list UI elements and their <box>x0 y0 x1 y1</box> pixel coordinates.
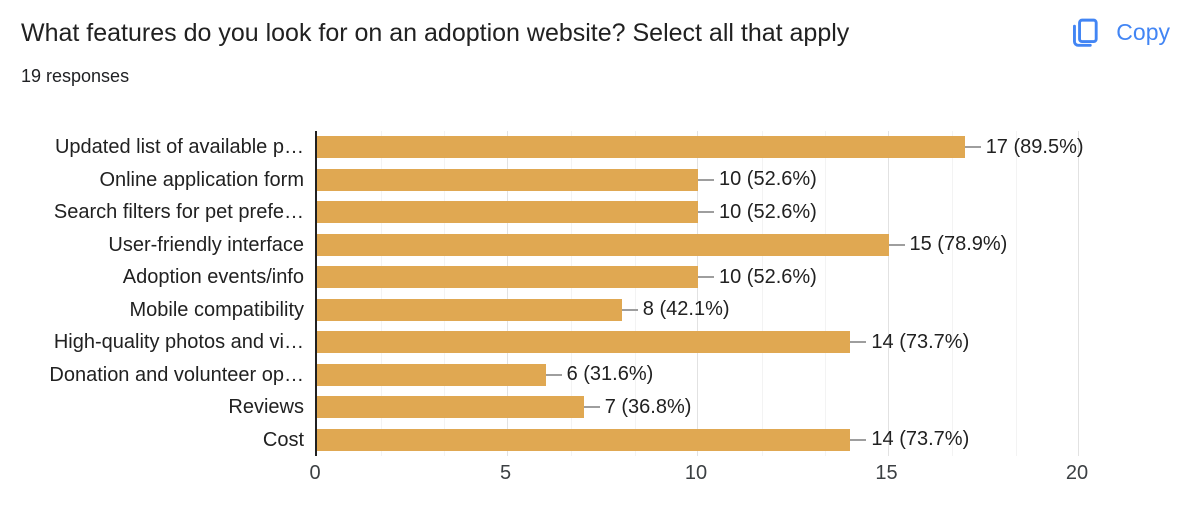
value-connector-line <box>698 178 714 181</box>
bar <box>317 136 965 159</box>
bar <box>317 331 851 354</box>
value-connector-line <box>698 276 714 279</box>
value-connector-line <box>850 438 867 441</box>
x-tick-label: 15 <box>875 462 898 484</box>
major-gridline <box>887 131 889 456</box>
minor-gridline <box>761 131 763 456</box>
bar <box>317 233 889 256</box>
value-connector-line <box>583 406 600 409</box>
major-gridline <box>506 131 508 456</box>
x-tick-label: 10 <box>684 462 708 484</box>
value-label: 17 (89.5%) <box>964 135 1084 159</box>
major-gridline <box>697 131 698 456</box>
response-count: 19 responses <box>21 66 130 86</box>
value-label-text: 6 (31.6%) <box>566 363 654 386</box>
value-label-text: 10 (52.6%) <box>719 200 817 223</box>
category-label: High-quality photos and vi… <box>53 331 304 354</box>
bar <box>317 396 584 419</box>
plot-area: 17 (89.5%) 10 (52.6%) 10 (52.6%) 15 (78.9%)… <box>315 131 1084 456</box>
minor-gridline <box>380 131 382 456</box>
bar <box>317 201 698 224</box>
value-label-text: 8 (42.1%) <box>642 298 730 321</box>
category-label: Mobile compatibility <box>129 298 304 321</box>
bar <box>317 266 698 289</box>
category-label: Search filters for pet prefe… <box>53 201 304 224</box>
value-label-text: 17 (89.5%) <box>985 135 1084 158</box>
x-axis-labels: 0 5 10 15 20 <box>309 462 1088 488</box>
bar <box>317 428 851 451</box>
value-label-text: 10 (52.6%) <box>719 168 817 191</box>
value-label: 10 (52.6%) <box>698 200 817 224</box>
value-connector-line <box>545 373 562 376</box>
value-label-text: 14 (73.7%) <box>871 428 970 451</box>
category-label: Reviews <box>228 396 304 419</box>
copy-icon <box>1073 18 1098 47</box>
y-axis-labels: Updated list of available p… Online appli… <box>0 131 308 456</box>
value-label: 10 (52.6%) <box>698 265 817 289</box>
copy-button[interactable]: Copy <box>1064 12 1174 53</box>
value-label-text: 14 (73.7%) <box>871 330 970 353</box>
value-label-text: 10 (52.6%) <box>719 265 817 288</box>
value-connector-line <box>621 308 638 311</box>
category-label: Updated list of available p… <box>54 136 304 159</box>
value-connector-line <box>698 211 714 214</box>
category-label: Online application form <box>99 168 304 191</box>
category-label: Adoption events/info <box>122 266 304 289</box>
x-tick-label: 0 <box>309 462 321 484</box>
value-label: 14 (73.7%) <box>850 428 969 452</box>
category-label: Cost <box>262 428 304 451</box>
minor-gridline <box>571 131 572 456</box>
value-label-text: 7 (36.8%) <box>604 395 692 418</box>
value-label: 7 (36.8%) <box>583 395 692 419</box>
minor-gridline <box>825 131 826 456</box>
major-gridline <box>1078 131 1079 456</box>
category-label: Donation and volunteer op… <box>49 363 304 386</box>
value-label-text: 15 (78.9%) <box>909 233 1008 256</box>
value-connector-line <box>888 243 905 246</box>
value-connector-line <box>964 146 981 149</box>
category-label: User-friendly interface <box>108 233 304 256</box>
minor-gridline <box>952 131 953 456</box>
minor-gridline <box>634 131 636 456</box>
value-connector-line <box>850 341 867 344</box>
copy-button-label: Copy <box>1116 19 1170 45</box>
value-label: 10 (52.6%) <box>698 168 817 192</box>
value-label: 15 (78.9%) <box>888 233 1008 257</box>
bar <box>317 298 622 321</box>
question-title: What features do you look for on an adop… <box>21 19 850 47</box>
value-label: 6 (31.6%) <box>545 363 654 387</box>
x-tick-label: 5 <box>499 462 512 484</box>
minor-gridline <box>444 131 445 456</box>
x-tick-label: 20 <box>1065 462 1089 484</box>
value-label: 14 (73.7%) <box>850 330 969 354</box>
value-label: 8 (42.1%) <box>621 298 730 322</box>
minor-gridline <box>1015 131 1017 456</box>
bar <box>317 168 698 191</box>
bar <box>317 363 546 386</box>
